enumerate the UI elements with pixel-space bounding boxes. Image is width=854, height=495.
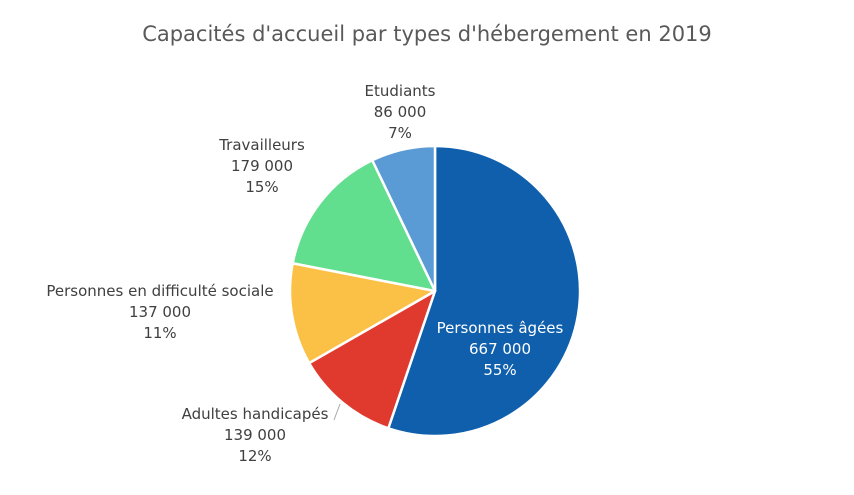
- pie-slices: [288, 144, 582, 438]
- slice-label-adultes-handicapes: Adultes handicapés: [182, 405, 329, 423]
- slice-percent-label-adultes-handicapes: 12%: [238, 447, 271, 465]
- slice-value-label-etudiants: 86 000: [374, 103, 427, 121]
- slice-value-label-travailleurs: 179 000: [231, 157, 293, 175]
- slice-value-label-personnes-en-difficulte-sociale: 137 000: [129, 303, 191, 321]
- slice-percent-label-personnes-en-difficulte-sociale: 11%: [143, 324, 176, 342]
- slice-percent-label-personnes-agees: 55%: [483, 361, 516, 379]
- slice-percent-label-travailleurs: 15%: [245, 178, 278, 196]
- pie-slice-etudiants: [371, 144, 437, 293]
- pie-slice-personnes-en-difficulte-sociale: [288, 262, 437, 365]
- slice-percent-label-etudiants: 7%: [388, 124, 412, 142]
- slice-value-label-adultes-handicapes: 139 000: [224, 426, 286, 444]
- pie-slice-travailleurs: [291, 159, 437, 293]
- slice-label-personnes-agees: Personnes âgées: [437, 319, 564, 337]
- leader-line: [333, 403, 341, 421]
- slice-label-personnes-en-difficulte-sociale: Personnes en difficulté sociale: [46, 282, 273, 300]
- slice-label-etudiants: Etudiants: [365, 82, 436, 100]
- slice-labels: Personnes âgées 667 000 55% Adultes handica…: [46, 82, 563, 465]
- slice-value-label-personnes-agees: 667 000: [469, 340, 531, 358]
- slice-label-travailleurs: Travailleurs: [218, 136, 305, 154]
- chart-title: Capacités d'accueil par types d'hébergem…: [142, 22, 712, 46]
- pie-slice-adultes-handicapes: [307, 289, 437, 430]
